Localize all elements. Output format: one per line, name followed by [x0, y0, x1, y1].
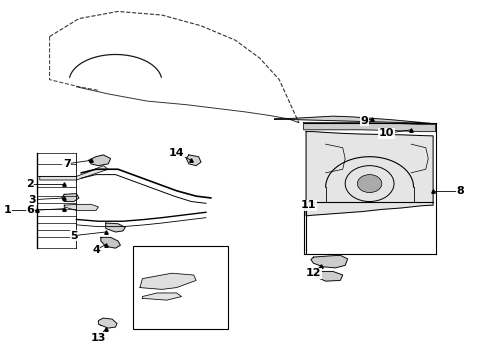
Text: 4: 4	[92, 245, 100, 255]
Polygon shape	[40, 166, 108, 180]
Polygon shape	[274, 116, 431, 123]
Polygon shape	[89, 155, 111, 166]
Polygon shape	[101, 237, 121, 248]
Text: 11: 11	[301, 200, 316, 210]
Polygon shape	[143, 293, 181, 300]
Text: 3: 3	[28, 195, 36, 205]
Polygon shape	[64, 204, 98, 211]
Polygon shape	[311, 255, 347, 268]
Text: 5: 5	[70, 231, 78, 240]
Polygon shape	[62, 194, 79, 202]
Polygon shape	[306, 132, 433, 216]
Text: 14: 14	[169, 148, 184, 158]
Text: 2: 2	[26, 179, 34, 189]
Text: 12: 12	[306, 268, 321, 278]
Text: 13: 13	[91, 333, 106, 343]
Polygon shape	[186, 155, 201, 166]
Text: 10: 10	[379, 129, 394, 138]
Polygon shape	[140, 273, 196, 289]
Text: 9: 9	[361, 116, 368, 126]
Circle shape	[357, 175, 382, 193]
Text: 6: 6	[26, 206, 34, 216]
Bar	[133, 246, 228, 329]
Text: 1: 1	[4, 206, 12, 216]
Polygon shape	[316, 271, 343, 281]
Text: 8: 8	[456, 186, 464, 196]
Polygon shape	[304, 123, 436, 132]
Polygon shape	[98, 318, 117, 328]
Text: 7: 7	[63, 159, 71, 169]
Polygon shape	[106, 223, 125, 232]
